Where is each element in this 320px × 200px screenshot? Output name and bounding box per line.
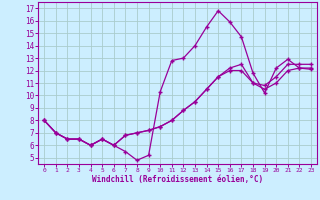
X-axis label: Windchill (Refroidissement éolien,°C): Windchill (Refroidissement éolien,°C) bbox=[92, 175, 263, 184]
